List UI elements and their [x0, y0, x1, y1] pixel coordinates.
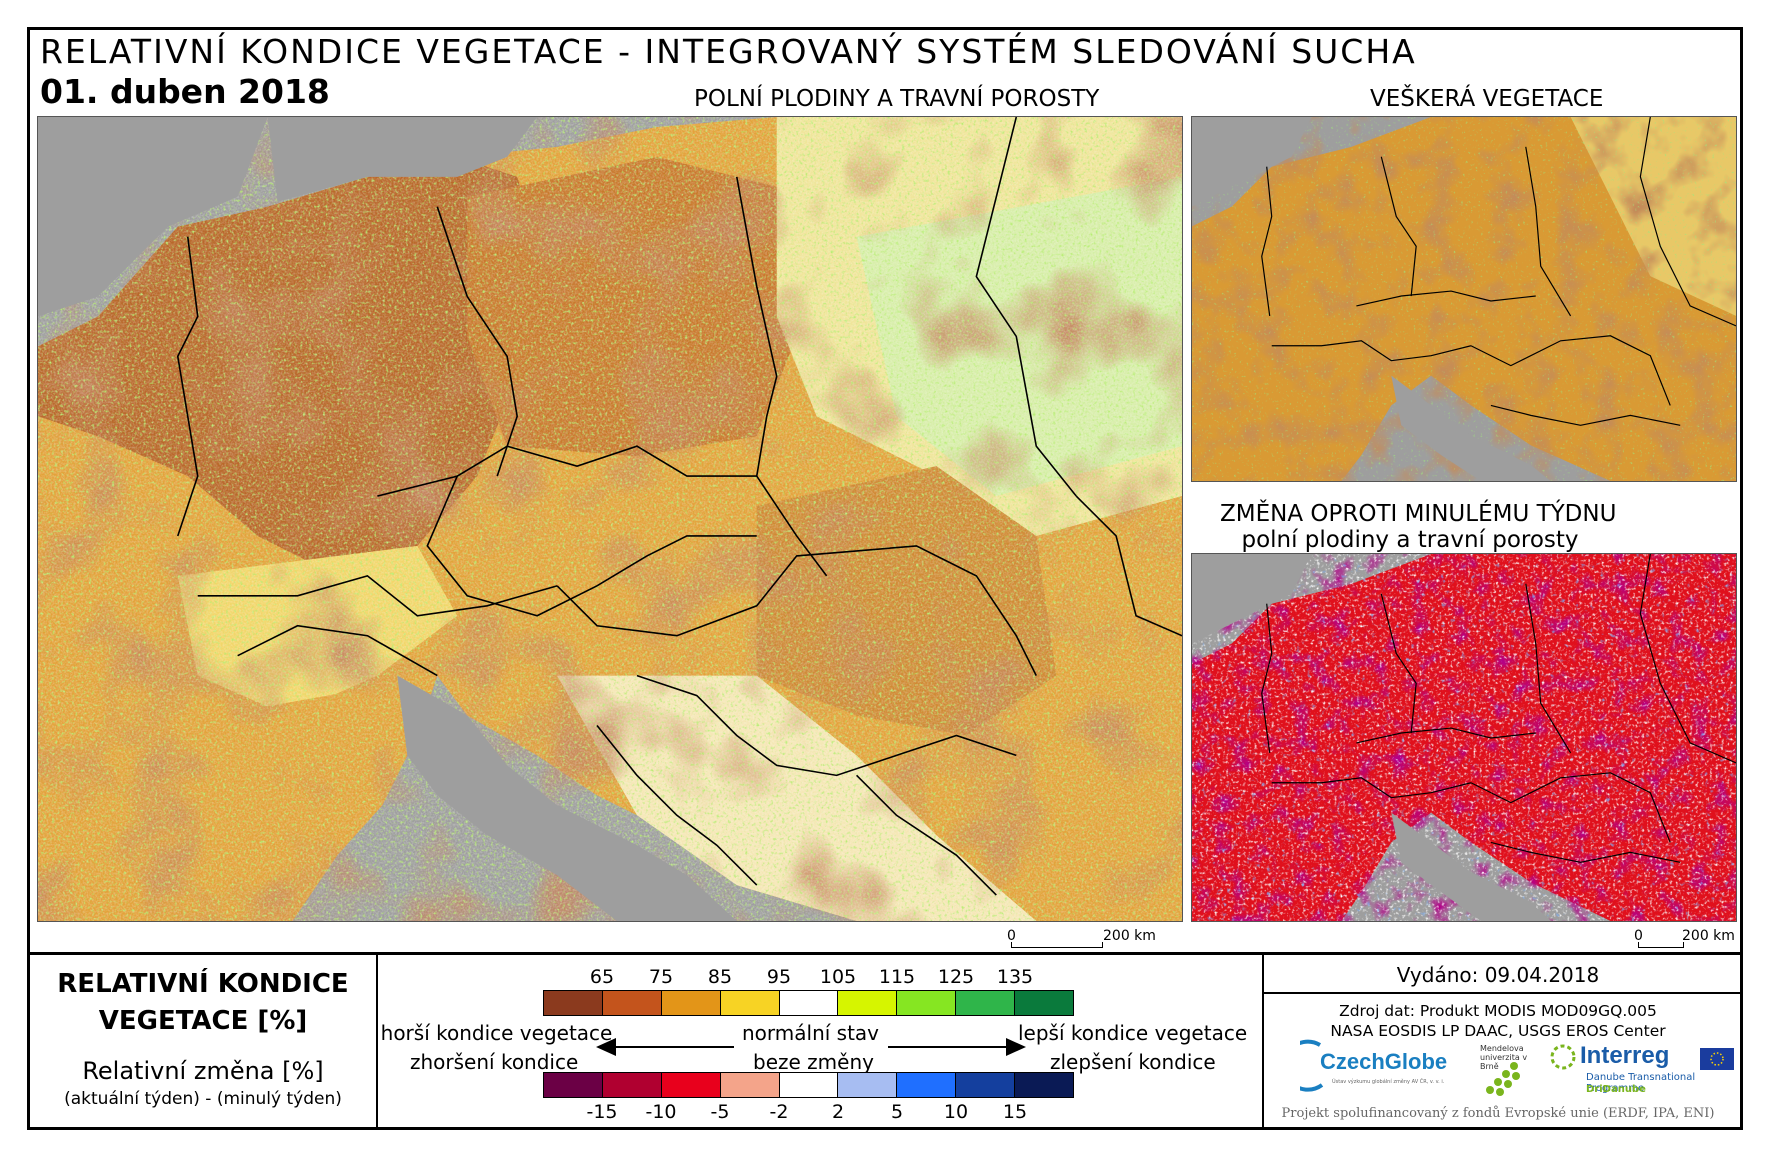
- change-swatch-1: [602, 1073, 662, 1097]
- main-condition-map: [37, 116, 1183, 922]
- change-tick-2: -5: [710, 1101, 730, 1123]
- worse-condition-label: horší kondice vegetace: [380, 1021, 613, 1045]
- condition-swatch-7: [956, 991, 1016, 1015]
- change-swatch-5: [838, 1073, 898, 1097]
- condition-tick-6: 125: [937, 966, 975, 988]
- legend-title: RELATIVNÍ KONDICE VEGETACE [%]: [57, 969, 349, 1036]
- change-swatch-3: [720, 1073, 780, 1097]
- change-swatch-6: [897, 1073, 957, 1097]
- data-source: Zdroj dat: Produkt MODIS MOD09GQ.005 NAS…: [1330, 1002, 1666, 1040]
- change-tick-0: -15: [586, 1101, 618, 1123]
- eu-cofinancing-note: Projekt spolufinancovaný z fondů Evropsk…: [1281, 1106, 1715, 1121]
- condition-tick-7: 135: [996, 966, 1034, 988]
- country-borders: [176, 117, 1182, 896]
- condition-swatch-5: [838, 991, 898, 1015]
- czechglobe-logo: CzechGlobe Ústav výzkumu globální změny …: [1300, 1037, 1460, 1093]
- change-swatch-4: [779, 1073, 839, 1097]
- baltic-sea: [267, 117, 538, 202]
- left-arrow-head: [596, 1038, 616, 1056]
- condition-swatch-0: [544, 991, 603, 1015]
- change-swatch-7: [956, 1073, 1016, 1097]
- condition-ticks: 65 75 85 95 105 115 125 135: [543, 966, 1074, 988]
- all-vegetation-map: [1191, 116, 1737, 482]
- condition-tick-1: 75: [648, 966, 674, 988]
- condition-tick-2: 85: [707, 966, 733, 988]
- change-tick-1: -10: [645, 1101, 677, 1123]
- eu-flag-icon: [1700, 1048, 1734, 1070]
- condition-swatch-4: [779, 991, 839, 1015]
- left-arrow: [610, 1046, 734, 1048]
- all-veg-borders: [1261, 117, 1736, 426]
- no-change-label: beze změny: [753, 1050, 874, 1074]
- change-map-borders: [1261, 554, 1736, 863]
- change-tick-7: 15: [1002, 1101, 1028, 1123]
- page-title: RELATIVNÍ KONDICE VEGETACE - INTEGROVANÝ…: [40, 32, 1417, 71]
- condition-tick-3: 95: [766, 966, 792, 988]
- change-map-svg: [1192, 554, 1736, 921]
- white-speckle: [38, 117, 1182, 921]
- right-arrow-head: [1006, 1038, 1026, 1056]
- change-swatch-0: [544, 1073, 603, 1097]
- worsened-label: zhoršení kondice: [410, 1050, 579, 1074]
- interreg-logo: Interreg Danube Transnational Programme …: [1548, 1038, 1738, 1102]
- change-swatch-2: [661, 1073, 721, 1097]
- condition-swatch-8: [1015, 991, 1074, 1015]
- change-color-bar: [543, 1072, 1074, 1098]
- main-map-svg: [38, 117, 1182, 921]
- condition-swatch-2: [661, 991, 721, 1015]
- condition-tick-0: 65: [589, 966, 615, 988]
- north-sea: [38, 117, 268, 317]
- condition-swatch-1: [602, 991, 662, 1015]
- issued-date: Vydáno: 09.04.2018: [1396, 963, 1600, 987]
- change-tick-5: 5: [890, 1101, 904, 1123]
- legend-divider-left: [376, 952, 378, 1130]
- right-arrow: [888, 1046, 1010, 1048]
- info-divider: [1262, 992, 1743, 994]
- main-map-title: POLNÍ PLODINY A TRAVNÍ POROSTY: [694, 86, 1100, 112]
- change-swatch-8: [1015, 1073, 1074, 1097]
- all-veg-svg: [1192, 117, 1736, 481]
- change-tick-6: 10: [943, 1101, 969, 1123]
- legend-divider-right: [1262, 952, 1264, 1130]
- adriatic-sea-top: [397, 675, 737, 921]
- condition-color-bar: [543, 990, 1074, 1016]
- all-vegetation-title: VEŠKERÁ VEGETACE: [1370, 86, 1604, 112]
- change-tick-3: -2: [769, 1101, 789, 1123]
- condition-swatch-3: [720, 991, 780, 1015]
- condition-swatch-6: [897, 991, 957, 1015]
- condition-tick-4: 105: [819, 966, 857, 988]
- mendel-university-logo: Mendelova univerzita v Brně: [1470, 1036, 1540, 1100]
- weekly-change-map: [1191, 553, 1737, 922]
- change-formula: (aktuální týden) - (minulý týden): [64, 1089, 342, 1109]
- change-legend-title: Relativní změna [%]: [82, 1057, 324, 1085]
- improved-label: zlepšení kondice: [1050, 1050, 1216, 1074]
- normal-state-label: normální stav: [742, 1021, 880, 1045]
- change-tick-4: 2: [831, 1101, 845, 1123]
- legend-separator: [27, 952, 1743, 955]
- condition-tick-5: 115: [878, 966, 916, 988]
- change-ticks: -15 -10 -5 -2 2 5 10 15: [543, 1101, 1074, 1123]
- report-date: 01. duben 2018: [40, 72, 330, 111]
- change-map-title: ZMĚNA OPROTI MINULÉMU TÝDNU polní plodin…: [1220, 501, 1617, 553]
- better-condition-label: lepší kondice vegetace: [1018, 1021, 1248, 1045]
